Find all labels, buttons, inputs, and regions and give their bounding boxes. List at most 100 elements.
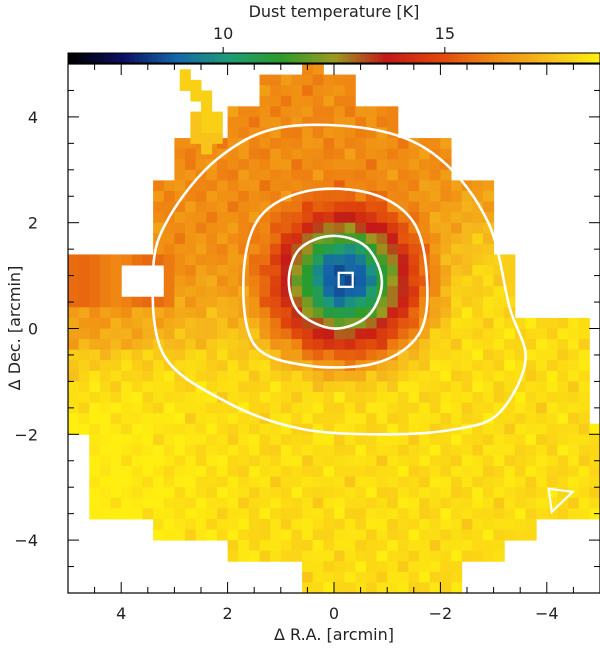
heatmap-cell (536, 328, 548, 340)
heatmap-cell (408, 254, 420, 266)
heatmap-cell (376, 466, 388, 478)
heatmap-cell (419, 275, 431, 287)
heatmap-cell (99, 391, 112, 404)
colorbar-segment (245, 53, 251, 63)
heatmap-cell (78, 275, 90, 287)
colorbar-segment (595, 53, 600, 63)
peak-square-marker (337, 271, 354, 288)
heatmap-cell (429, 222, 441, 234)
heatmap-cell (365, 391, 378, 404)
heatmap-cell (334, 455, 346, 467)
heatmap-cell (344, 127, 356, 139)
heatmap-cell (312, 550, 324, 562)
colorbar-segment (85, 53, 91, 63)
heatmap-cell (546, 455, 558, 467)
heatmap-cell (461, 190, 473, 203)
colorbar-tick-label: 15 (435, 24, 455, 43)
heatmap-cell (153, 317, 165, 329)
heatmap-cell (440, 582, 452, 593)
heatmap-cell (248, 169, 261, 181)
heatmap-cell (121, 476, 133, 488)
heatmap-cell (504, 275, 516, 287)
heatmap-cell (493, 434, 505, 446)
heatmap-cell (99, 487, 112, 499)
heatmap-cell (461, 265, 473, 277)
colorbar-segment (72, 53, 78, 63)
heatmap-cell (461, 349, 473, 361)
heatmap-cell (68, 286, 80, 298)
heatmap-cell (259, 85, 271, 97)
heatmap-cell (419, 212, 431, 224)
heatmap-cell (312, 95, 324, 107)
colorbar-segment (471, 53, 477, 63)
heatmap-cell (387, 339, 399, 351)
heatmap-cell (365, 571, 378, 583)
colorbar-segment (130, 53, 136, 63)
heatmap-cell (365, 243, 378, 255)
heatmap-cell (259, 339, 271, 351)
heatmap-cell (344, 116, 356, 128)
heatmap-cell (440, 455, 452, 467)
heatmap-cell (185, 455, 197, 467)
heatmap-cell (323, 317, 335, 329)
heatmap-cell (334, 212, 346, 224)
heatmap-cell (419, 201, 431, 213)
heatmap-cell (472, 307, 484, 319)
heatmap-cell (248, 190, 261, 203)
heatmap-cell (482, 381, 495, 393)
heatmap-cell (270, 360, 282, 372)
heatmap-cell (482, 497, 495, 509)
heatmap-cell (312, 466, 324, 478)
heatmap-cell (323, 201, 335, 213)
heatmap-cell (163, 307, 175, 319)
heatmap-cell (355, 307, 367, 319)
heatmap-cell (163, 286, 175, 298)
heatmap-cell (344, 444, 356, 456)
colorbar-segment (373, 53, 379, 63)
colorbar-segment (489, 53, 495, 63)
heatmap-cell (323, 508, 335, 520)
heatmap-cell (216, 169, 229, 181)
heatmap-cell (557, 434, 569, 446)
heatmap-cell (557, 466, 569, 478)
x-tick-label: 4 (116, 604, 126, 623)
contour-outer (151, 123, 527, 436)
heatmap-cell (451, 265, 463, 277)
heatmap-cell (355, 413, 367, 425)
heatmap-cell (376, 550, 388, 562)
heatmap-cell (216, 254, 229, 266)
heatmap-cell (259, 222, 271, 234)
heatmap-cell (376, 159, 388, 171)
heatmap-cell (525, 360, 537, 372)
heatmap-cell (291, 381, 303, 393)
heatmap-cell (387, 582, 399, 593)
heatmap-cell (387, 275, 399, 287)
colorbar-segment (453, 53, 459, 63)
heatmap-cell (557, 444, 569, 456)
heatmap-cell (227, 434, 239, 446)
heatmap-cell (312, 190, 324, 203)
heatmap-cell (451, 222, 463, 234)
heatmap-cell (451, 180, 463, 192)
heatmap-cell (589, 466, 600, 478)
heatmap-cell (142, 254, 154, 266)
heatmap-cell (504, 413, 516, 425)
heatmap-cell (493, 296, 505, 308)
heatmap-cell (185, 391, 197, 404)
heatmap-cell (248, 233, 261, 245)
heatmap-cell (365, 497, 378, 509)
heatmap-cell (578, 466, 590, 478)
heatmap-cell (334, 571, 346, 583)
heatmap-cell (270, 243, 282, 255)
heatmap-cell (365, 466, 378, 478)
heatmap-cell (302, 444, 314, 456)
heatmap-cell (280, 423, 292, 435)
heatmap-cell (536, 339, 548, 351)
heatmap-cell (387, 180, 399, 192)
colorbar-segment (223, 53, 229, 63)
heatmap-cell (302, 370, 314, 382)
heatmap-cell (525, 434, 537, 446)
heatmap-cell (238, 243, 250, 255)
heatmap-cell (514, 423, 527, 435)
heatmap-cell (163, 296, 175, 308)
